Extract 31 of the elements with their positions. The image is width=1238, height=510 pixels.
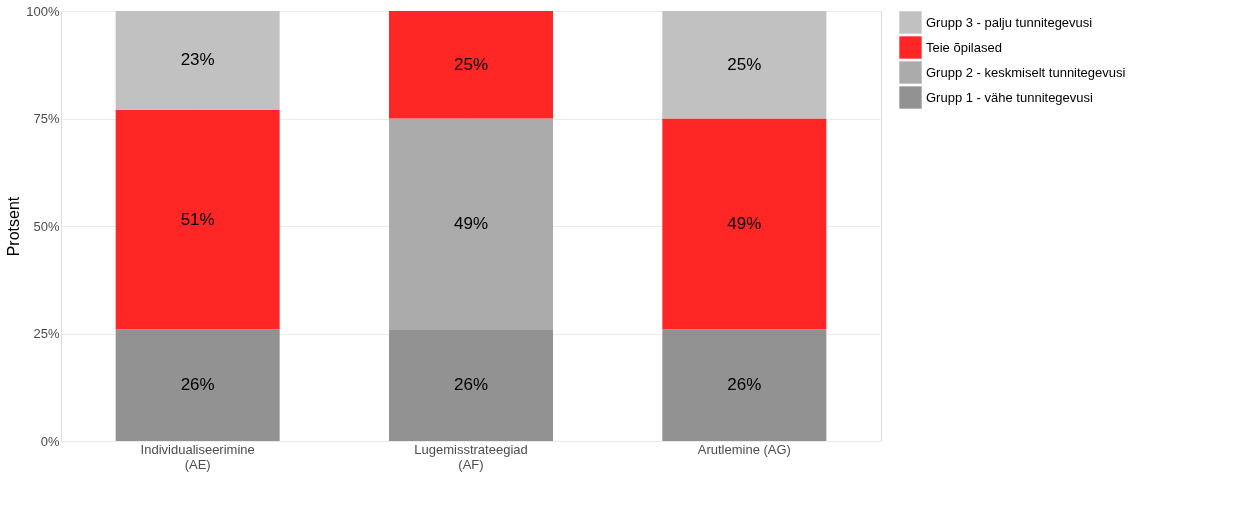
legend-label: Grupp 2 - keskmiselt tunnitegevusi	[926, 64, 1126, 80]
data-label: 49%	[453, 213, 489, 233]
bar	[389, 11, 553, 119]
legend-label: Grupp 3 - palju tunnitegevusi	[926, 14, 1093, 30]
bar	[662, 11, 827, 119]
bar	[115, 109, 280, 330]
legend-label: Grupp 1 - vähe tunnitegevusi	[926, 89, 1094, 105]
y-tick-label: 25%	[33, 326, 60, 341]
data-label: 26%	[727, 375, 762, 395]
y-tick-label: 50%	[33, 218, 60, 234]
bar	[115, 329, 280, 441]
bar	[389, 329, 553, 441]
bar	[115, 11, 280, 110]
y-tick-label: 100%	[26, 3, 60, 19]
data-label: 25%	[727, 54, 762, 74]
data-label: 49%	[727, 213, 762, 233]
bar	[389, 118, 553, 330]
data-label: 26%	[180, 375, 215, 395]
x-tick-label: Lugemisstrateegiad (AF)	[414, 441, 528, 472]
legend-label: Teie õpilased	[926, 39, 1002, 55]
data-label: 25%	[453, 54, 489, 74]
x-tick-label: Individualiseerimine (AE)	[140, 441, 255, 472]
data-label: 23%	[180, 50, 215, 70]
y-axis-title: Protsent	[5, 196, 23, 257]
bar	[662, 118, 827, 330]
y-tick-label: 75%	[33, 111, 60, 126]
bar	[662, 329, 827, 441]
y-tick-label: 0%	[40, 433, 60, 449]
data-label: 26%	[453, 375, 489, 395]
data-label: 51%	[180, 209, 215, 229]
x-tick-label: Arutlemine (AG)	[697, 441, 791, 457]
